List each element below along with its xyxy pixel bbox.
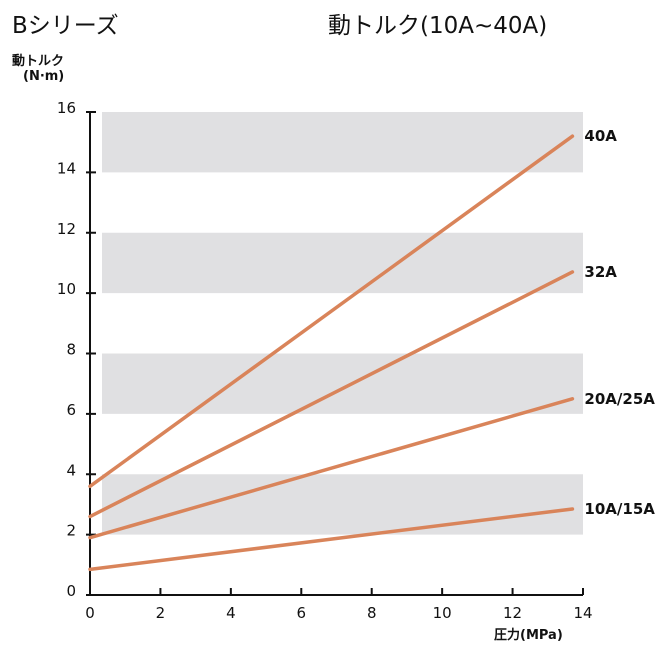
series-label: 32A	[584, 263, 617, 281]
y-tick-label: 10	[57, 280, 76, 298]
series-line	[88, 397, 575, 540]
grid-band	[102, 474, 583, 535]
y-tick-label: 6	[66, 401, 76, 419]
x-axis-label: 圧力(MPa)	[494, 628, 563, 643]
series-line	[88, 134, 575, 489]
x-tick-label: 2	[156, 604, 166, 622]
grid-band	[102, 112, 583, 173]
x-tick-label: 8	[367, 604, 377, 622]
series-line	[88, 507, 575, 572]
y-tick-label: 4	[66, 461, 76, 479]
series-label: 40A	[584, 127, 617, 145]
series-line	[88, 270, 575, 519]
y-tick-label: 8	[66, 341, 76, 359]
y-tick-label: 12	[57, 220, 76, 238]
y-tick-label: 0	[66, 582, 76, 600]
tick-labels: 0 2 4 6 8 10 12 14 16 0 2 4 6 8 10 12 14 40A 32A 20A/25A 10A…	[57, 99, 655, 622]
x-tick-label: 4	[226, 604, 236, 622]
series-label: 10A/15A	[584, 500, 655, 518]
grid-band	[102, 232, 583, 294]
y-axis-label: 動トルク	[12, 54, 65, 69]
x-tick-label: 14	[573, 604, 592, 622]
y-tick-label: 2	[66, 522, 76, 540]
x-tick-label: 6	[297, 604, 307, 622]
x-tick-label: 0	[85, 604, 95, 622]
y-tick-label: 14	[57, 159, 76, 177]
axes	[86, 111, 584, 596]
chart-title: 動トルク(10A~40A)	[328, 13, 548, 39]
series-title: Bシリーズ	[12, 13, 119, 39]
x-tick-label: 10	[433, 604, 452, 622]
y-axis-unit: (N·m)	[23, 69, 65, 84]
grid-band	[102, 353, 583, 414]
gridline-bands	[102, 112, 583, 535]
x-tick-label: 12	[503, 604, 522, 622]
series-lines	[88, 134, 575, 572]
series-label: 20A/25A	[584, 390, 655, 408]
y-tick-label: 16	[57, 99, 76, 117]
